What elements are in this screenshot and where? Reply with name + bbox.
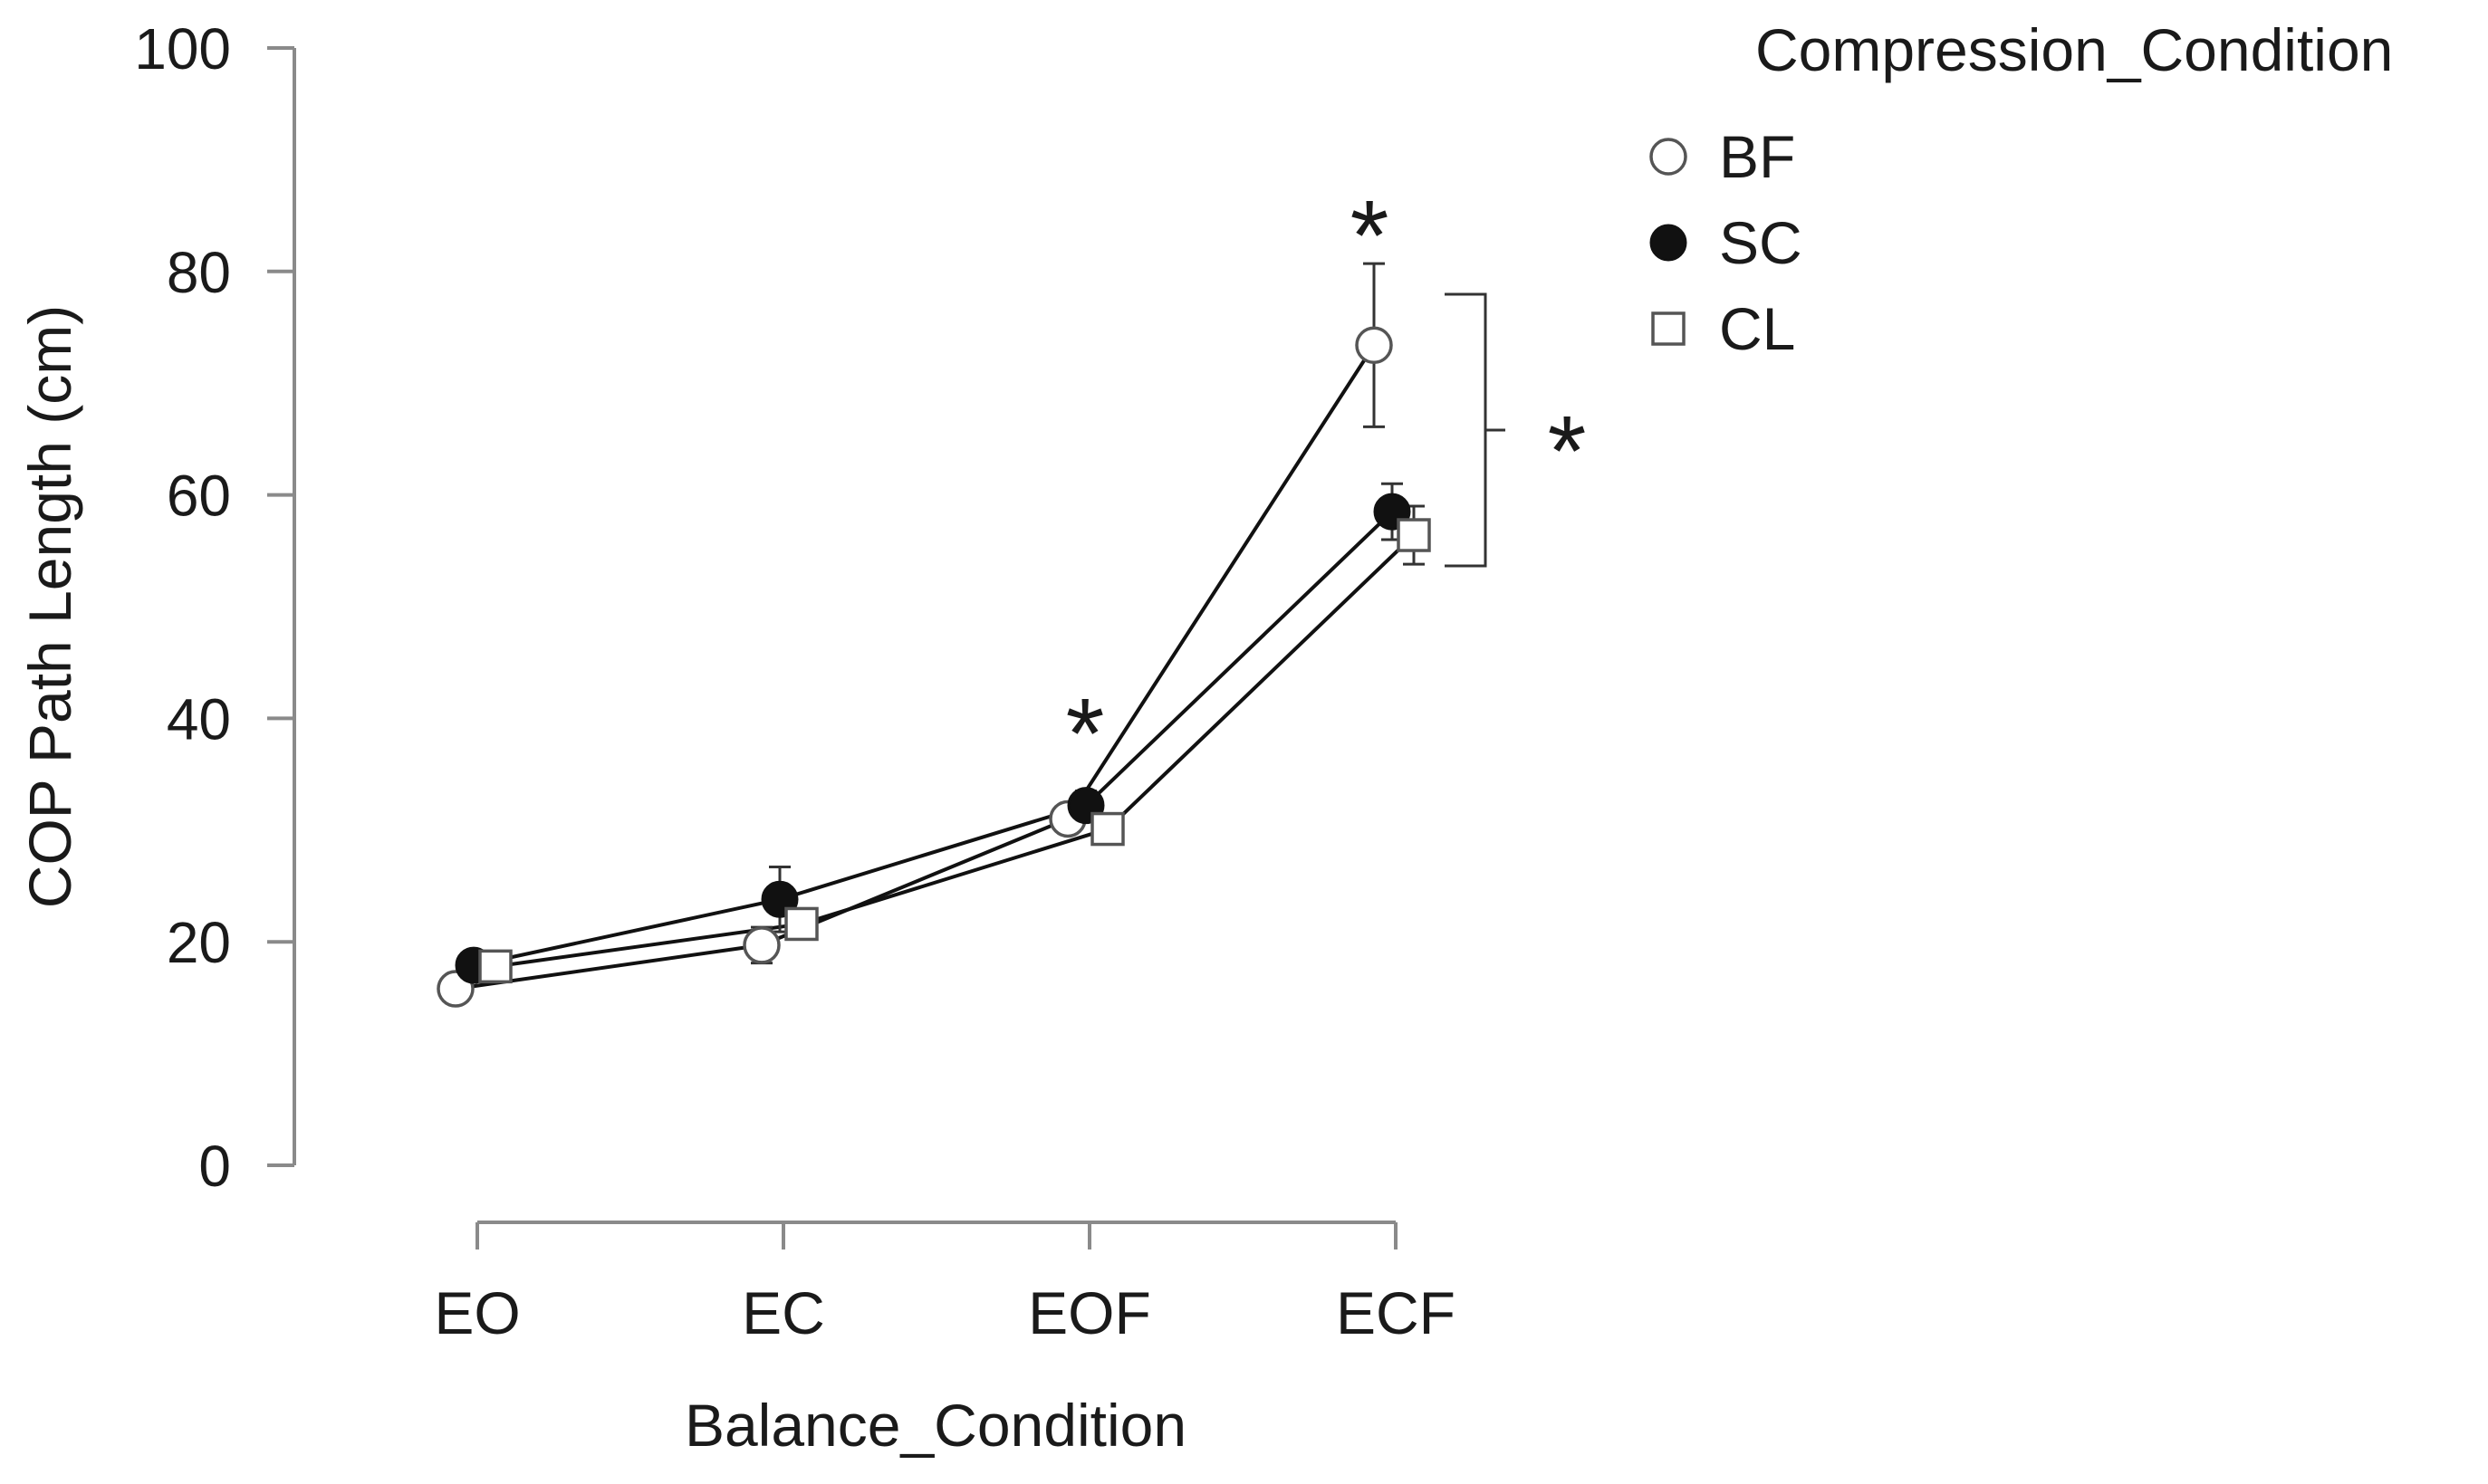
data-point-cl	[1397, 518, 1431, 552]
series-line-sc	[473, 510, 1394, 968]
y-tick-label: 100	[134, 16, 231, 81]
x-tick-label: ECF	[1336, 1279, 1455, 1346]
x-tick-label: EO	[434, 1279, 520, 1346]
y-axis-label: COP Path Length (cm)	[16, 305, 83, 908]
series-line-bf	[455, 344, 1376, 991]
x-tick-label: EC	[742, 1279, 825, 1346]
data-point-cl	[1090, 811, 1125, 847]
y-tick-label: 20	[167, 910, 231, 975]
data-point-cl	[784, 906, 819, 942]
legend-marker-sc	[1649, 224, 1687, 262]
legend-label-bf: BF	[1719, 123, 1795, 190]
series-line-cl	[495, 533, 1416, 969]
plot-area	[437, 262, 1431, 1008]
y-tick-label: 80	[167, 240, 231, 305]
legend-label-sc: SC	[1719, 209, 1802, 276]
legend-marker-cl	[1651, 311, 1686, 346]
data-point-cl	[478, 949, 513, 984]
y-tick-label: 60	[167, 464, 231, 529]
legend-label-cl: CL	[1719, 295, 1795, 362]
significance-star-bracket: *	[1548, 396, 1587, 507]
y-tick-label: 0	[198, 1134, 231, 1199]
x-axis: EO EC EOF ECF Balance_Condition	[434, 1221, 1455, 1459]
y-tick-label: 40	[167, 686, 231, 752]
legend-marker-bf	[1649, 138, 1687, 176]
legend: Compression_Condition BF SC CL	[1649, 16, 2393, 362]
y-axis: 0 20 40 60 80 100 COP Path Length (cm)	[16, 16, 296, 1199]
significance-star-eof: *	[1066, 678, 1105, 790]
data-point-bf	[743, 926, 781, 964]
legend-title: Compression_Condition	[1755, 16, 2393, 83]
significance-annotations: * * *	[1066, 180, 1587, 790]
data-point-bf	[1355, 326, 1393, 364]
x-tick-label: EOF	[1028, 1279, 1151, 1346]
significance-star-ecf: *	[1350, 180, 1389, 292]
x-axis-label: Balance_Condition	[685, 1392, 1186, 1459]
significance-bracket	[1445, 292, 1505, 568]
